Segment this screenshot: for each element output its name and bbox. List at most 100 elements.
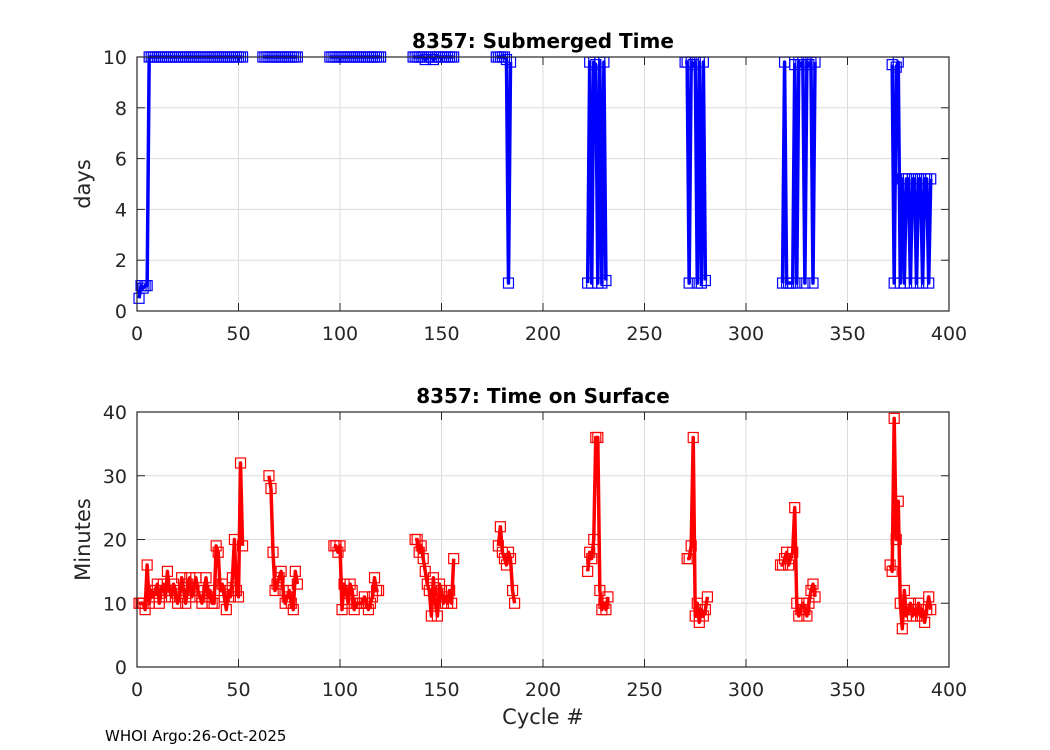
x-tick-label: 200 bbox=[525, 323, 561, 345]
y-tick-label: 6 bbox=[115, 149, 127, 171]
data-point-marker bbox=[415, 540, 427, 552]
data-point-marker bbox=[582, 565, 594, 577]
data-point-marker bbox=[336, 604, 348, 616]
x-tick-label: 50 bbox=[226, 679, 250, 701]
series-line bbox=[888, 416, 933, 631]
data-point-marker bbox=[362, 604, 375, 616]
data-point-marker bbox=[683, 553, 695, 565]
data-point-marker bbox=[799, 277, 811, 289]
series-line bbox=[585, 435, 610, 612]
data-point-marker bbox=[421, 578, 433, 590]
data-point-marker bbox=[888, 412, 900, 424]
data-point-marker bbox=[364, 597, 377, 609]
data-point-marker bbox=[287, 604, 299, 616]
data-point-marker bbox=[232, 591, 245, 603]
data-point-marker bbox=[332, 546, 344, 558]
data-point-marker bbox=[785, 553, 797, 565]
data-point-marker bbox=[683, 277, 695, 289]
data-point-marker bbox=[222, 584, 234, 597]
data-point-marker bbox=[693, 616, 705, 628]
y-tick-label: 20 bbox=[103, 530, 127, 552]
data-point-marker bbox=[506, 584, 519, 597]
data-point-marker bbox=[200, 572, 212, 584]
data-point-marker bbox=[592, 431, 604, 444]
data-point-marker bbox=[186, 591, 198, 603]
data-point-marker bbox=[500, 559, 513, 571]
data-point-marker bbox=[508, 597, 521, 609]
x-tick-label: 400 bbox=[931, 323, 967, 345]
data-point-marker bbox=[358, 591, 370, 603]
data-point-marker bbox=[584, 546, 596, 558]
data-point-marker bbox=[923, 277, 935, 289]
data-point-marker bbox=[153, 597, 165, 609]
data-point-marker bbox=[273, 572, 285, 584]
data-point-marker bbox=[263, 470, 275, 482]
data-point-marker bbox=[914, 610, 927, 622]
data-point-marker bbox=[141, 559, 153, 571]
data-point-marker bbox=[419, 565, 431, 577]
data-point-marker bbox=[340, 584, 352, 597]
data-point-marker bbox=[925, 173, 937, 185]
x-tick-label: 350 bbox=[829, 679, 865, 701]
data-point-marker bbox=[498, 553, 511, 565]
data-point-marker bbox=[697, 610, 709, 622]
data-point-marker bbox=[596, 277, 608, 289]
data-point-marker bbox=[439, 591, 452, 603]
data-point-marker bbox=[216, 578, 228, 590]
data-point-marker bbox=[236, 540, 249, 552]
data-point-marker bbox=[234, 457, 247, 469]
data-point-marker bbox=[600, 274, 612, 287]
y-tick-label: 8 bbox=[115, 98, 127, 120]
axes-frame bbox=[136, 411, 950, 668]
data-point-marker bbox=[598, 597, 610, 609]
data-point-marker bbox=[494, 521, 506, 533]
x-tick-label: 300 bbox=[728, 679, 764, 701]
x-tick-label: 0 bbox=[131, 679, 143, 701]
data-point-marker bbox=[492, 540, 504, 552]
data-point-marker bbox=[139, 604, 151, 616]
x-tick-label: 100 bbox=[322, 679, 358, 701]
data-point-marker bbox=[208, 597, 220, 609]
y-tick-label: 30 bbox=[103, 466, 127, 488]
data-point-marker bbox=[502, 546, 515, 558]
data-point-marker bbox=[167, 578, 180, 590]
data-point-marker bbox=[184, 572, 196, 584]
axes-frame bbox=[136, 56, 950, 312]
x-tick-label: 200 bbox=[525, 679, 561, 701]
data-point-marker bbox=[701, 591, 714, 603]
data-point-marker bbox=[594, 584, 606, 597]
x-tick-label: 50 bbox=[226, 323, 250, 345]
data-point-marker bbox=[429, 597, 442, 609]
data-point-marker bbox=[198, 584, 210, 597]
x-tick-label: 250 bbox=[626, 323, 662, 345]
data-point-marker bbox=[224, 591, 236, 603]
data-point-marker bbox=[433, 578, 446, 590]
data-point-marker bbox=[165, 591, 178, 603]
data-point-marker bbox=[163, 584, 176, 597]
data-point-marker bbox=[793, 610, 805, 622]
x-axis-label: Cycle # bbox=[502, 705, 584, 729]
data-point-marker bbox=[691, 597, 703, 609]
series-line bbox=[890, 60, 933, 285]
data-point-marker bbox=[791, 277, 803, 289]
data-point-marker bbox=[923, 591, 935, 603]
data-point-marker bbox=[169, 584, 182, 597]
data-point-marker bbox=[890, 533, 902, 546]
chart-title: 8357: Submerged Time bbox=[412, 29, 674, 53]
x-tick-label: 0 bbox=[131, 323, 143, 345]
data-point-marker bbox=[212, 546, 224, 558]
data-point-marker bbox=[787, 546, 799, 558]
data-point-marker bbox=[797, 597, 809, 609]
data-point-marker bbox=[267, 546, 279, 558]
data-point-marker bbox=[912, 597, 925, 609]
series-line bbox=[496, 525, 517, 604]
data-point-marker bbox=[496, 546, 508, 558]
footer-text: WHOI Argo:26-Oct-2025 bbox=[105, 727, 286, 745]
x-tick-label: 250 bbox=[626, 679, 662, 701]
data-point-marker bbox=[789, 59, 801, 71]
y-tick-label: 4 bbox=[115, 199, 127, 221]
data-point-marker bbox=[192, 584, 204, 597]
data-point-marker bbox=[291, 578, 303, 590]
x-tick-label: 150 bbox=[423, 679, 459, 701]
data-point-marker bbox=[925, 604, 937, 616]
